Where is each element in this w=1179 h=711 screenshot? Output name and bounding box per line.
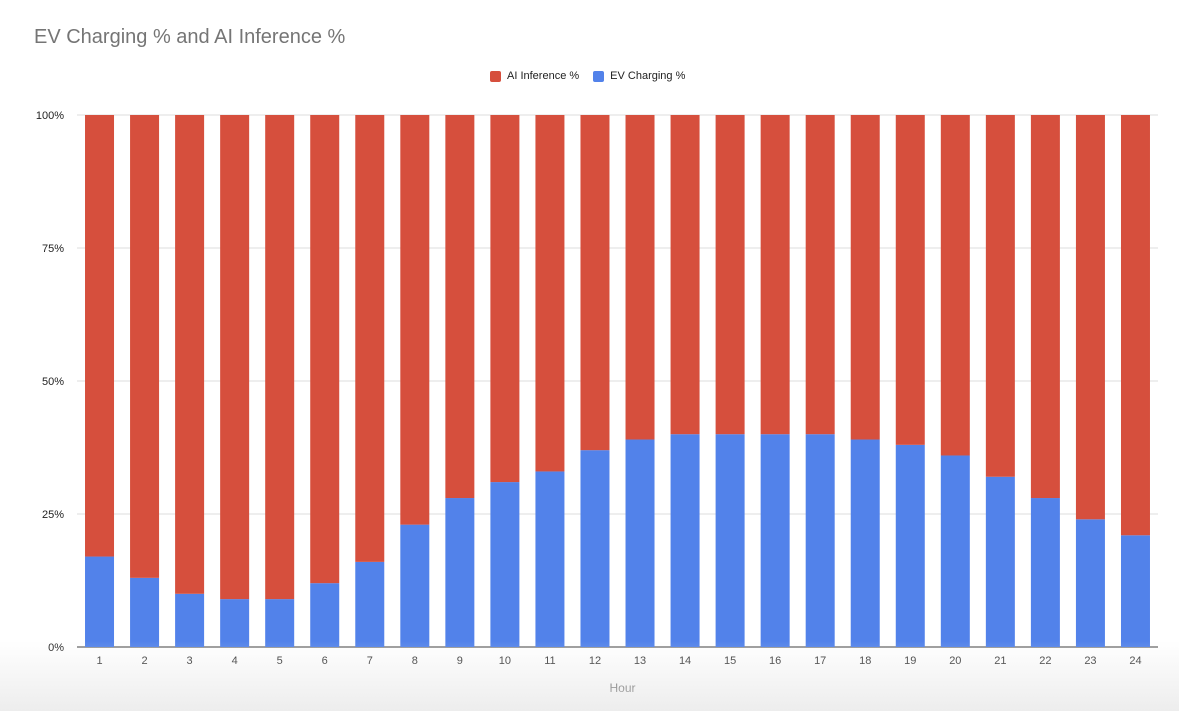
x-tick-label: 11 bbox=[544, 655, 555, 667]
x-tick-label: 21 bbox=[994, 655, 1006, 667]
bar-ev-charging bbox=[310, 583, 340, 647]
bar-ev-charging bbox=[355, 561, 385, 647]
bar-ev-charging bbox=[760, 434, 790, 647]
bar-ev-charging bbox=[220, 599, 250, 647]
legend-item: EV Charging % bbox=[593, 70, 685, 82]
bar-ai-inference bbox=[1075, 115, 1105, 520]
bar-ev-charging bbox=[895, 444, 925, 647]
x-tick-label: 14 bbox=[679, 655, 691, 667]
bar-ai-inference bbox=[490, 115, 520, 483]
bar-ev-charging bbox=[715, 434, 745, 647]
bar-ev-charging bbox=[1075, 519, 1105, 647]
x-tick-label: 22 bbox=[1039, 655, 1051, 667]
bar-ai-inference bbox=[670, 115, 700, 435]
y-tick-label: 25% bbox=[42, 509, 64, 521]
bar-ev-charging bbox=[985, 476, 1015, 647]
bar-ai-inference bbox=[130, 115, 160, 578]
bar-ev-charging bbox=[670, 434, 700, 647]
bar-ai-inference bbox=[220, 115, 250, 600]
x-tick-label: 9 bbox=[457, 655, 463, 667]
bar-ai-inference bbox=[715, 115, 745, 435]
x-tick-label: 4 bbox=[232, 655, 238, 667]
bar-ai-inference bbox=[760, 115, 790, 435]
bar-ai-inference bbox=[400, 115, 430, 525]
bar-ev-charging bbox=[400, 524, 430, 647]
x-tick-label: 12 bbox=[589, 655, 601, 667]
bar-ai-inference bbox=[265, 115, 295, 600]
y-tick-label: 0% bbox=[48, 642, 64, 654]
legend-swatch bbox=[593, 70, 605, 82]
bar-ev-charging bbox=[130, 577, 160, 647]
bar-ai-inference bbox=[805, 115, 835, 435]
bar-ai-inference bbox=[445, 115, 475, 499]
legend-label: AI Inference % bbox=[507, 70, 580, 82]
x-tick-label: 19 bbox=[904, 655, 916, 667]
x-tick-label: 18 bbox=[859, 655, 871, 667]
bar-ev-charging bbox=[490, 482, 520, 647]
bar-ev-charging bbox=[175, 593, 205, 647]
y-tick-label: 100% bbox=[36, 110, 64, 122]
x-tick-label: 15 bbox=[724, 655, 736, 667]
x-axis-title: Hour bbox=[609, 681, 635, 695]
bar-ev-charging bbox=[445, 498, 475, 647]
bar-ai-inference bbox=[625, 115, 655, 440]
x-tick-label: 8 bbox=[412, 655, 418, 667]
bar-ev-charging bbox=[805, 434, 835, 647]
x-tick-label: 23 bbox=[1084, 655, 1096, 667]
bar-ai-inference bbox=[85, 115, 115, 557]
legend-swatch bbox=[490, 70, 501, 82]
x-tick-label: 5 bbox=[277, 655, 283, 667]
x-tick-label: 24 bbox=[1129, 655, 1141, 667]
bar-ev-charging bbox=[1120, 535, 1150, 647]
bar-ai-inference bbox=[355, 115, 385, 562]
bar-ev-charging bbox=[940, 455, 970, 647]
bar-ev-charging bbox=[625, 439, 655, 647]
bar-ev-charging bbox=[580, 450, 610, 647]
bar-ai-inference bbox=[310, 115, 340, 584]
x-tick-label: 6 bbox=[322, 655, 328, 667]
x-tick-label: 7 bbox=[367, 655, 373, 667]
bar-ai-inference bbox=[1120, 115, 1150, 536]
bar-ev-charging bbox=[535, 471, 565, 647]
legend-item: AI Inference % bbox=[490, 70, 579, 82]
x-tick-label: 2 bbox=[142, 655, 148, 667]
chart-title: EV Charging % and AI Inference % bbox=[34, 26, 346, 48]
bar-ai-inference bbox=[580, 115, 610, 451]
x-tick-label: 1 bbox=[96, 655, 102, 667]
legend-label: EV Charging % bbox=[610, 70, 686, 82]
x-tick-label: 16 bbox=[769, 655, 781, 667]
y-tick-label: 50% bbox=[42, 376, 64, 388]
bar-ai-inference bbox=[175, 115, 205, 594]
bar-ai-inference bbox=[940, 115, 970, 456]
chart-legend: AI Inference % EV Charging % bbox=[490, 70, 685, 82]
y-tick-label: 75% bbox=[42, 243, 64, 255]
x-tick-label: 3 bbox=[187, 655, 193, 667]
bar-ai-inference bbox=[535, 115, 565, 472]
bar-ev-charging bbox=[850, 439, 880, 647]
bar-ai-inference bbox=[850, 115, 880, 440]
x-tick-label: 13 bbox=[634, 655, 646, 667]
x-tick-label: 17 bbox=[814, 655, 826, 667]
bar-ai-inference bbox=[985, 115, 1015, 477]
bar-ev-charging bbox=[265, 599, 295, 647]
x-tick-label: 20 bbox=[949, 655, 961, 667]
bar-ev-charging bbox=[85, 556, 115, 647]
bar-ai-inference bbox=[1030, 115, 1060, 499]
x-tick-label: 10 bbox=[499, 655, 511, 667]
bar-ai-inference bbox=[895, 115, 925, 445]
bar-ev-charging bbox=[1030, 498, 1060, 647]
